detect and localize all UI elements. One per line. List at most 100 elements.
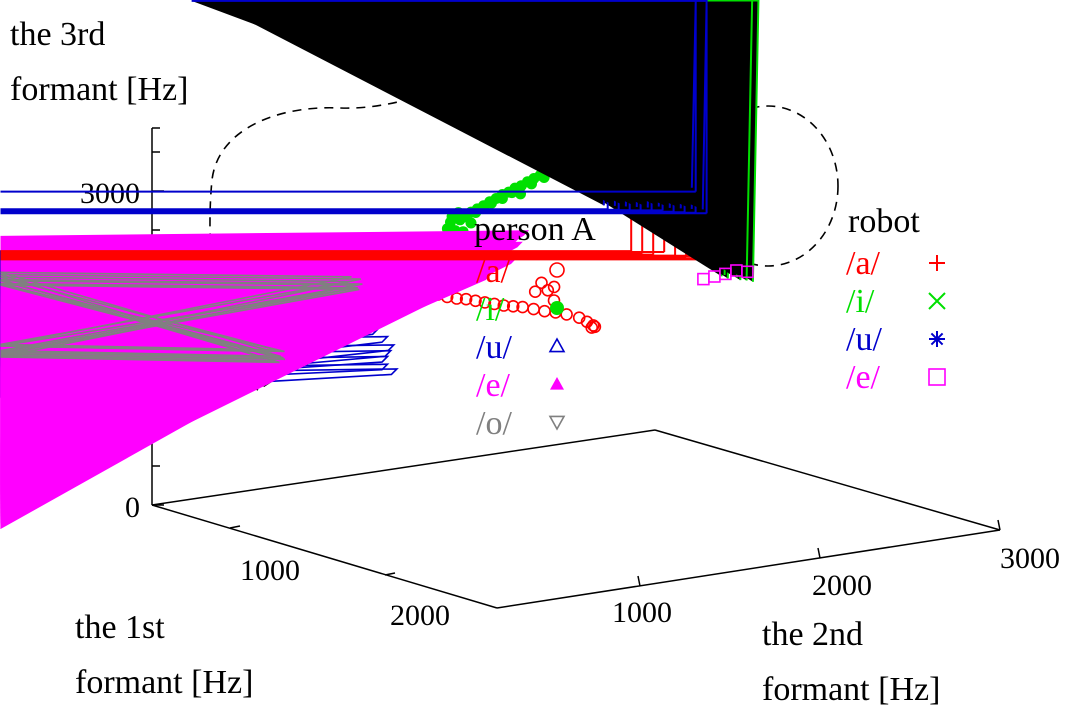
point-person-e bbox=[0, 230, 530, 530]
x-axis-title-line2: formant [Hz] bbox=[75, 664, 253, 701]
point-person-a bbox=[469, 294, 482, 308]
y-axis-line bbox=[496, 529, 1001, 609]
point-robot-u bbox=[0, 0, 697, 193]
y-tick bbox=[997, 519, 1001, 531]
legend-person-markers bbox=[548, 262, 566, 431]
point-person-a bbox=[560, 308, 573, 321]
legend-marker-i-shape bbox=[550, 301, 564, 315]
legend-marker-u-shape bbox=[548, 337, 566, 353]
point-robot-u-shape bbox=[0, 0, 697, 193]
point-person-a bbox=[478, 296, 492, 309]
y-axis-title-line2: formant [Hz] bbox=[762, 671, 940, 708]
point-person-a bbox=[547, 280, 561, 294]
point-person-a-shape bbox=[535, 276, 548, 290]
y-tick bbox=[817, 547, 821, 559]
point-person-a bbox=[541, 283, 555, 297]
legend-robot-marker-i-shape bbox=[928, 292, 946, 310]
legend-robot-markers bbox=[928, 255, 946, 386]
point-person-a bbox=[459, 292, 473, 306]
point-person-a bbox=[535, 276, 548, 290]
legend-robot-marker-e-shape bbox=[928, 368, 946, 386]
point-person-i-shape bbox=[465, 217, 477, 229]
legend-label-u: /u/ bbox=[476, 329, 512, 366]
point-person-a bbox=[572, 311, 586, 325]
x-tick bbox=[384, 572, 396, 576]
point-person-a bbox=[450, 292, 464, 305]
legend-label-i: /i/ bbox=[476, 291, 505, 328]
legend-label-e: /e/ bbox=[476, 367, 511, 404]
point-person-a-shape bbox=[497, 299, 511, 312]
x-tick bbox=[229, 525, 241, 529]
x-tick-label: 1000 bbox=[240, 554, 300, 587]
point-person-i bbox=[515, 188, 526, 200]
x-tick-label: 2000 bbox=[390, 599, 450, 632]
point-person-e-shape bbox=[0, 230, 530, 530]
point-person-a-shape bbox=[572, 311, 586, 325]
point-person-i bbox=[485, 197, 497, 209]
legend-robot-label-a: /a/ bbox=[846, 245, 881, 282]
point-person-a-shape bbox=[585, 321, 599, 334]
legend-robot-label-e: /e/ bbox=[846, 359, 881, 396]
back-axis-line-right bbox=[654, 429, 1001, 531]
legend-marker-u bbox=[548, 337, 566, 353]
legend-title-person-a: person A bbox=[474, 211, 596, 248]
point-person-i bbox=[526, 178, 537, 190]
legend-robot-marker-e bbox=[928, 368, 946, 386]
z-axis-title-line2: formant [Hz] bbox=[10, 71, 188, 108]
point-robot-e-shape bbox=[741, 265, 754, 279]
legend-robot-marker-a bbox=[929, 255, 945, 271]
point-person-a-shape bbox=[541, 283, 555, 297]
point-person-a-shape bbox=[538, 304, 551, 318]
point-person-a-shape bbox=[488, 297, 501, 311]
point-person-o-shape bbox=[0, 284, 360, 361]
z-axis-title-line1: the 3rd bbox=[10, 16, 105, 53]
point-person-a-shape bbox=[506, 299, 520, 313]
point-person-a-shape bbox=[459, 292, 473, 306]
y-tick-label: 2000 bbox=[812, 569, 872, 602]
point-person-a-shape bbox=[478, 296, 492, 309]
point-person-i-shape bbox=[485, 197, 497, 209]
legend-marker-i bbox=[550, 301, 564, 315]
point-robot-e-shape bbox=[697, 272, 710, 286]
y-tick bbox=[637, 575, 641, 587]
point-person-i-shape bbox=[526, 178, 537, 190]
legend-robot-label-i: /i/ bbox=[846, 283, 875, 320]
legend-marker-e bbox=[550, 377, 564, 390]
z-tick-label: 0 bbox=[125, 491, 140, 524]
x-axis-line bbox=[151, 504, 498, 609]
legend-marker-a-shape bbox=[549, 262, 565, 278]
point-robot-e bbox=[697, 272, 710, 286]
legend-marker-o-shape bbox=[548, 415, 566, 431]
legend-label-a: /a/ bbox=[476, 253, 511, 290]
legend-robot-label-u: /u/ bbox=[846, 321, 882, 358]
robot-cluster-outline bbox=[697, 105, 839, 267]
point-person-a-shape bbox=[560, 308, 573, 321]
y-tick-label: 1000 bbox=[612, 596, 672, 629]
legend-marker-o bbox=[548, 415, 566, 431]
point-person-a-shape bbox=[586, 319, 600, 332]
point-person-i bbox=[465, 217, 477, 229]
point-person-o bbox=[0, 282, 358, 359]
back-axis-line bbox=[151, 429, 656, 506]
point-person-a bbox=[586, 319, 600, 332]
point-robot-e bbox=[741, 265, 754, 279]
point-person-o-shape bbox=[0, 282, 358, 359]
point-person-a bbox=[528, 285, 542, 299]
legend-marker-a bbox=[549, 262, 565, 278]
point-person-a-shape bbox=[527, 302, 540, 316]
point-person-a bbox=[497, 299, 511, 312]
point-person-i-shape bbox=[515, 188, 526, 200]
legend-title-robot: robot bbox=[848, 203, 920, 240]
point-person-a-shape bbox=[547, 280, 561, 294]
z-tick-label: 3000 bbox=[80, 177, 140, 210]
y-axis-title-line1: the 2nd bbox=[762, 616, 863, 653]
point-person-a bbox=[506, 299, 520, 313]
data-points bbox=[0, 0, 758, 530]
y-tick-label: 3000 bbox=[1000, 542, 1060, 575]
legend-robot-marker-a-shape bbox=[929, 255, 945, 271]
legend-robot-marker-u bbox=[929, 331, 945, 347]
point-person-i bbox=[496, 193, 508, 204]
x-axis-title-line1: the 1st bbox=[75, 609, 165, 646]
legend-robot-marker-i bbox=[928, 292, 946, 310]
